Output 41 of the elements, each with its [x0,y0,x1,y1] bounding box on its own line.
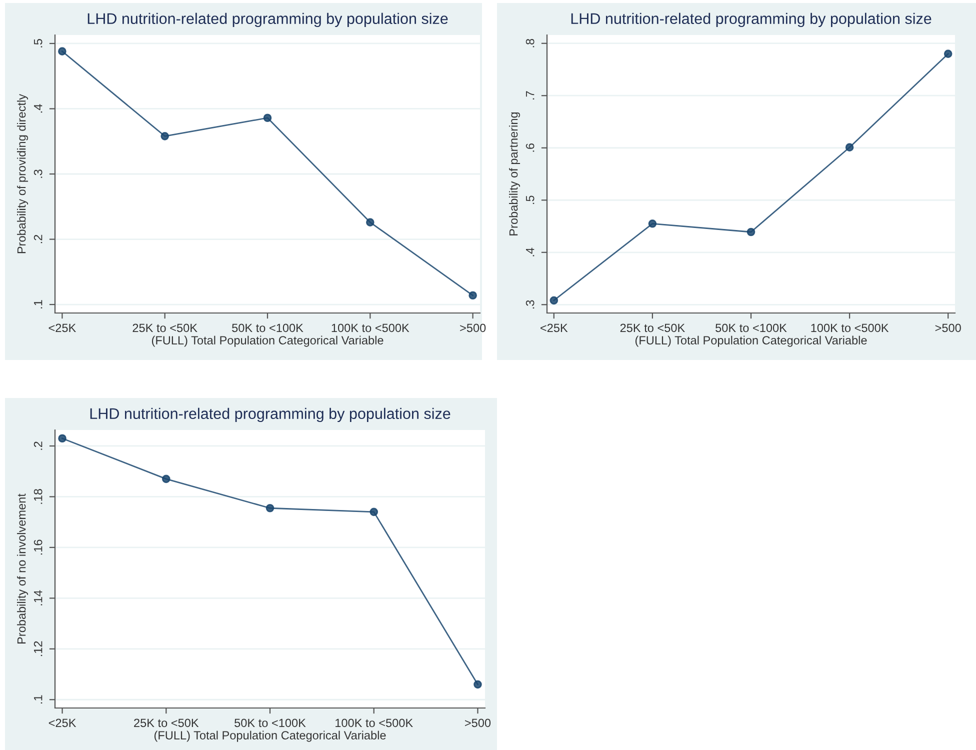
x-tick-label: 25K to <50K [132,324,198,332]
x-axis-title: (FULL) Total Population Categorical Variable [635,336,867,347]
x-tick-label: <25K [48,324,76,332]
x-tick-label: >500 [465,718,491,728]
y-tick-label: .1 [34,695,42,704]
x-tick-label: >500 [460,324,486,332]
y-tick-label: .5 [34,39,42,48]
chart-title: LHD nutrition-related programming by population size [571,12,932,28]
chart-title: LHD nutrition-related programming by population size [90,408,450,422]
x-tick-label: 100K to <500K [332,324,410,332]
y-axis-title: Probability of no involvement [17,494,28,644]
x-tick-label: 25K to <50K [134,718,199,728]
y-tick-label: .3 [526,300,534,308]
y-tick-label: .7 [526,91,534,100]
x-tick-label: 50K to <100K [234,718,306,728]
y-tick-label: .3 [34,170,42,178]
x-tick-label: 25K to <50K [620,324,685,332]
y-tick-label: .16 [34,540,42,555]
x-tick-label: 100K to <500K [811,324,889,332]
x-tick-label: <25K [48,718,76,728]
y-tick-label: .1 [34,300,42,308]
y-tick-label: .4 [34,104,42,113]
y-tick-label: .14 [34,590,42,606]
chart-title: LHD nutrition-related programming by population size [88,12,448,28]
x-tick-label: 100K to <500K [336,718,413,728]
y-axis-title: Probability of providing directly [17,94,28,254]
x-tick-label: >500 [935,324,961,332]
y-tick-label: .18 [34,489,42,504]
x-tick-label: 50K to <100K [232,324,304,332]
y-tick-label: .8 [526,38,534,48]
x-axis-title: (FULL) Total Population Categorical Variable [154,730,386,742]
y-tick-label: .2 [34,442,42,450]
y-tick-label: .5 [526,196,534,204]
y-tick-label: .12 [34,641,42,656]
x-tick-label: 50K to <100K [716,324,787,332]
y-tick-label: .2 [34,234,42,244]
y-tick-label: .4 [526,248,534,256]
x-tick-label: <25K [540,324,568,332]
y-tick-label: .6 [526,143,534,152]
x-axis-title: (FULL) Total Population Categorical Variable [152,336,384,347]
y-axis-title: Probability of partnering [509,112,520,236]
